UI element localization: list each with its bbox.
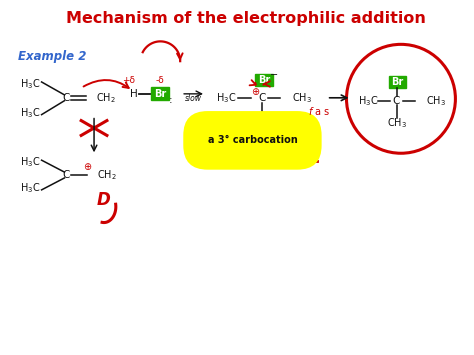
Text: C: C bbox=[259, 93, 266, 103]
Text: H$_3$C: H$_3$C bbox=[358, 94, 379, 108]
Text: slow: slow bbox=[184, 94, 201, 103]
FancyBboxPatch shape bbox=[255, 73, 273, 86]
Text: -δ: -δ bbox=[156, 76, 165, 86]
Text: −: − bbox=[270, 70, 278, 80]
Text: CH$_3$: CH$_3$ bbox=[252, 116, 273, 130]
Text: ⊕: ⊕ bbox=[251, 87, 259, 97]
Text: $\mathit{f}$ a s: $\mathit{f}$ a s bbox=[308, 105, 330, 117]
Text: H$_3$C: H$_3$C bbox=[20, 155, 40, 169]
Text: C: C bbox=[63, 170, 70, 180]
FancyBboxPatch shape bbox=[151, 87, 169, 100]
Text: Br: Br bbox=[392, 77, 404, 87]
Text: D: D bbox=[97, 191, 111, 209]
FancyBboxPatch shape bbox=[389, 76, 406, 88]
Text: C: C bbox=[392, 96, 400, 106]
Text: H$_3$C: H$_3$C bbox=[20, 77, 40, 91]
Text: :: : bbox=[168, 95, 172, 105]
Text: CH$_3$: CH$_3$ bbox=[426, 94, 446, 108]
Text: ⊕: ⊕ bbox=[83, 162, 91, 172]
Text: H$_3$C: H$_3$C bbox=[216, 91, 236, 105]
Text: C: C bbox=[63, 93, 70, 103]
Text: H: H bbox=[130, 89, 137, 99]
Text: CH$_3$: CH$_3$ bbox=[387, 117, 407, 130]
Text: H$_3$C: H$_3$C bbox=[20, 181, 40, 195]
Text: CH$_2$: CH$_2$ bbox=[96, 91, 116, 105]
Text: Br: Br bbox=[154, 89, 166, 99]
Text: CH$_2$: CH$_2$ bbox=[97, 168, 117, 182]
Text: Example 2: Example 2 bbox=[18, 50, 86, 63]
Text: Mechanism of the electrophilic addition: Mechanism of the electrophilic addition bbox=[65, 11, 426, 26]
Text: Br: Br bbox=[258, 75, 270, 85]
Text: CH$_3$: CH$_3$ bbox=[292, 91, 312, 105]
Text: H$_3$C: H$_3$C bbox=[20, 106, 40, 120]
Text: a 3° carbocation: a 3° carbocation bbox=[208, 135, 297, 146]
Text: +δ: +δ bbox=[122, 76, 135, 86]
